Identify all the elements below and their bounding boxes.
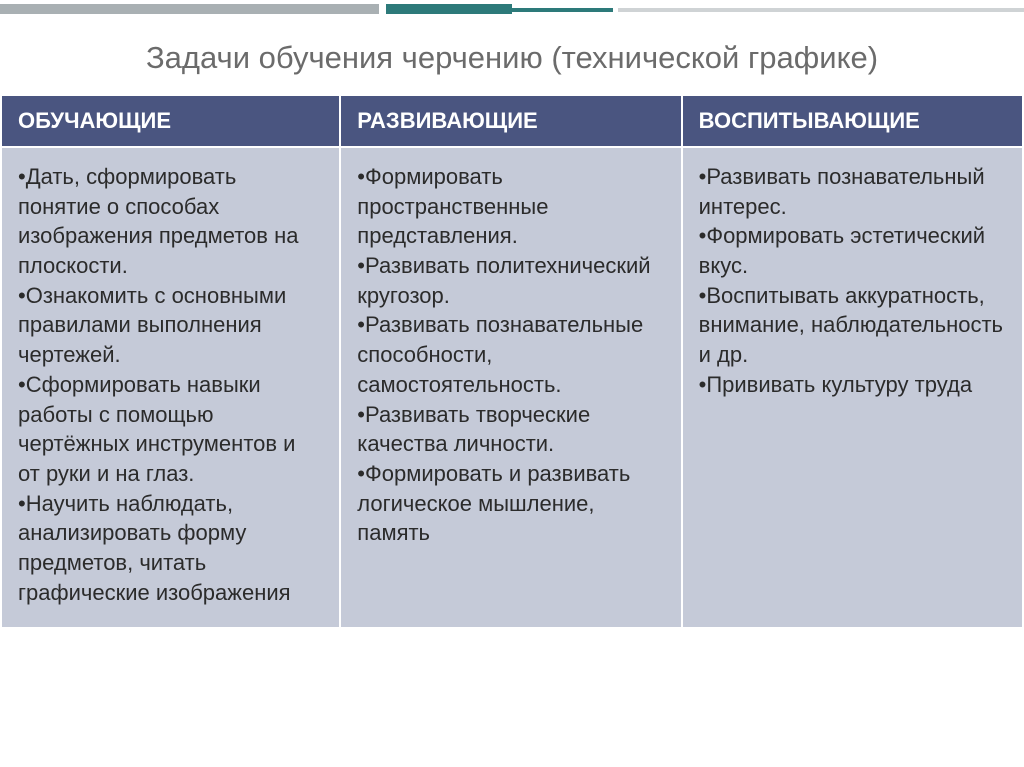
cell-upbringing: •Развивать познавательный интерес.•Форми… xyxy=(682,147,1023,628)
tasks-table: ОБУЧАЮЩИЕ РАЗВИВАЮЩИЕ ВОСПИТЫВАЮЩИЕ •Дат… xyxy=(0,94,1024,629)
slide-title: Задачи обучения черчению (технической гр… xyxy=(0,18,1024,94)
header-educational: ОБУЧАЮЩИЕ xyxy=(1,95,340,147)
header-upbringing: ВОСПИТЫВАЮЩИЕ xyxy=(682,95,1023,147)
top-decoration xyxy=(0,0,1024,18)
cell-developmental: •Формировать пространственные представле… xyxy=(340,147,681,628)
cell-educational: •Дать, сформировать понятие о способах и… xyxy=(1,147,340,628)
header-developmental: РАЗВИВАЮЩИЕ xyxy=(340,95,681,147)
